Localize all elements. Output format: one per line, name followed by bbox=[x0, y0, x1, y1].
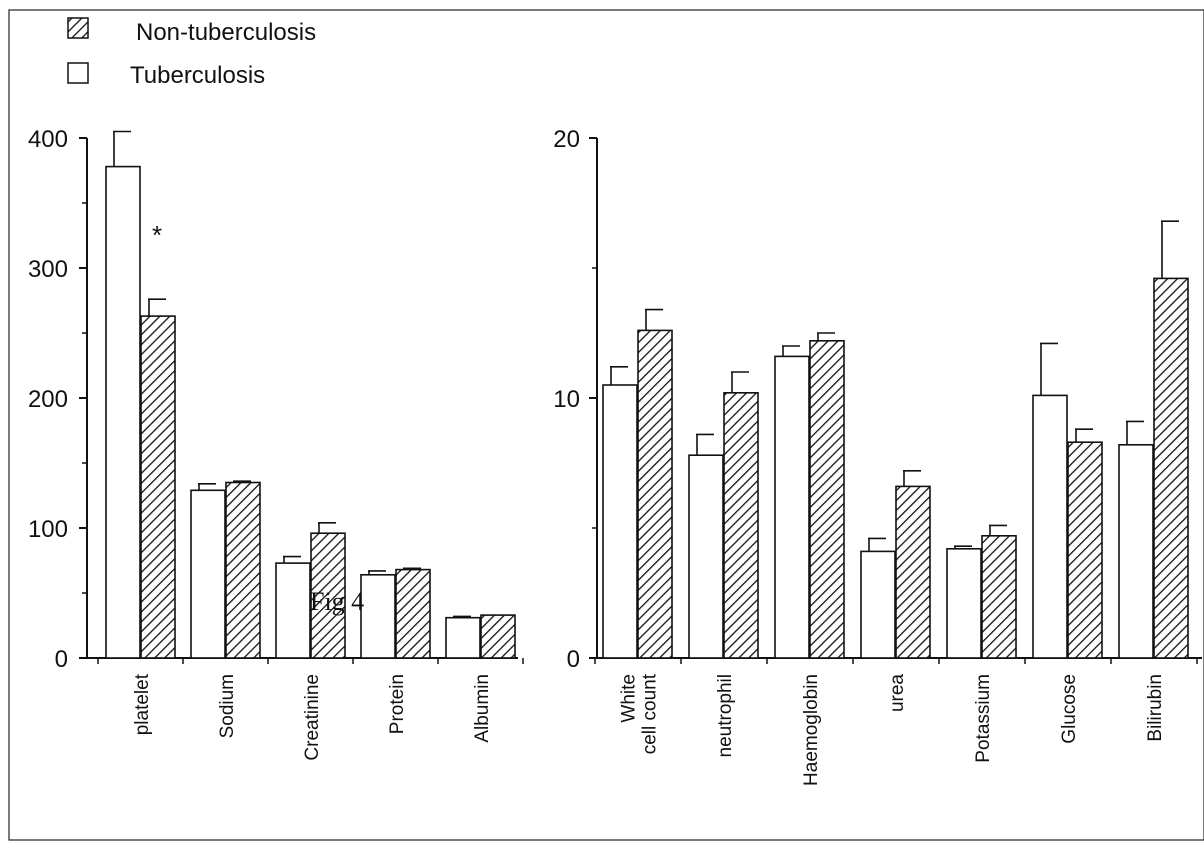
x-category-label: neutrophil bbox=[715, 674, 736, 757]
y-tick-label: 100 bbox=[28, 516, 68, 543]
y-tick-label: 20 bbox=[553, 126, 580, 153]
legend-swatch-open bbox=[67, 62, 89, 84]
bar-non-tuberculosis bbox=[1067, 441, 1103, 659]
chart-left: 0 100 200 300 400 platelet Sodium Creatinine Pro… bbox=[28, 126, 524, 761]
significance-annotation: * bbox=[152, 220, 162, 250]
bar-tuberculosis bbox=[445, 616, 481, 659]
bar-tuberculosis bbox=[688, 454, 724, 659]
bar-non-tuberculosis bbox=[723, 391, 759, 659]
x-category-label: urea bbox=[887, 674, 908, 712]
fig-caption-overlay: Fig 4 bbox=[310, 587, 364, 616]
x-category-label: Albumin bbox=[472, 674, 493, 743]
chart-right: 0 10 20 White cell count neutrophil Haemoglobi… bbox=[553, 126, 1202, 786]
x-category-label: Creatinine bbox=[302, 674, 323, 761]
bar-tuberculosis bbox=[1032, 394, 1068, 659]
x-category-label: Potassium bbox=[973, 674, 994, 763]
bar-tuberculosis bbox=[774, 355, 810, 659]
bar-non-tuberculosis bbox=[981, 534, 1017, 659]
legend-swatch-hatched bbox=[67, 17, 89, 39]
bar-non-tuberculosis bbox=[140, 315, 176, 659]
x-category-label: Glucose bbox=[1059, 674, 1080, 744]
y-tick-label: 400 bbox=[28, 126, 68, 153]
bar-tuberculosis bbox=[105, 165, 141, 659]
bar-non-tuberculosis bbox=[637, 329, 673, 659]
bar-non-tuberculosis bbox=[225, 481, 261, 659]
x-category-label: White bbox=[619, 674, 640, 723]
bar-tuberculosis bbox=[275, 562, 311, 659]
y-tick-label: 200 bbox=[28, 386, 68, 413]
bar-tuberculosis bbox=[360, 573, 396, 659]
bar-non-tuberculosis bbox=[480, 614, 516, 659]
x-category-label: Haemoglobin bbox=[801, 674, 822, 786]
legend-label-non-tuberculosis: Non-tuberculosis bbox=[136, 19, 316, 46]
y-tick-label: 300 bbox=[28, 256, 68, 283]
legend: Non-tuberculosis Tuberculosis bbox=[67, 17, 316, 89]
bar-tuberculosis bbox=[1118, 443, 1154, 659]
bar-non-tuberculosis bbox=[895, 485, 931, 659]
figure-border bbox=[8, 9, 1204, 841]
bar-tuberculosis bbox=[946, 547, 982, 659]
y-tick-label: 0 bbox=[55, 646, 68, 673]
x-category-label: platelet bbox=[132, 673, 153, 735]
bar-tuberculosis bbox=[602, 384, 638, 659]
y-tick-label: 10 bbox=[553, 386, 580, 413]
bar-tuberculosis bbox=[190, 489, 226, 659]
x-category-label: Sodium bbox=[217, 674, 238, 738]
y-tick-label: 0 bbox=[567, 646, 580, 673]
legend-label-tuberculosis: Tuberculosis bbox=[130, 62, 265, 89]
bar-non-tuberculosis bbox=[1153, 277, 1189, 659]
bar-tuberculosis bbox=[860, 550, 896, 659]
bar-non-tuberculosis bbox=[395, 568, 431, 659]
bar-non-tuberculosis bbox=[310, 532, 346, 659]
x-category-label: Protein bbox=[387, 674, 408, 734]
bar-non-tuberculosis bbox=[809, 339, 845, 659]
x-category-label: cell count bbox=[640, 673, 661, 754]
x-category-label: Bilirubin bbox=[1145, 674, 1166, 742]
